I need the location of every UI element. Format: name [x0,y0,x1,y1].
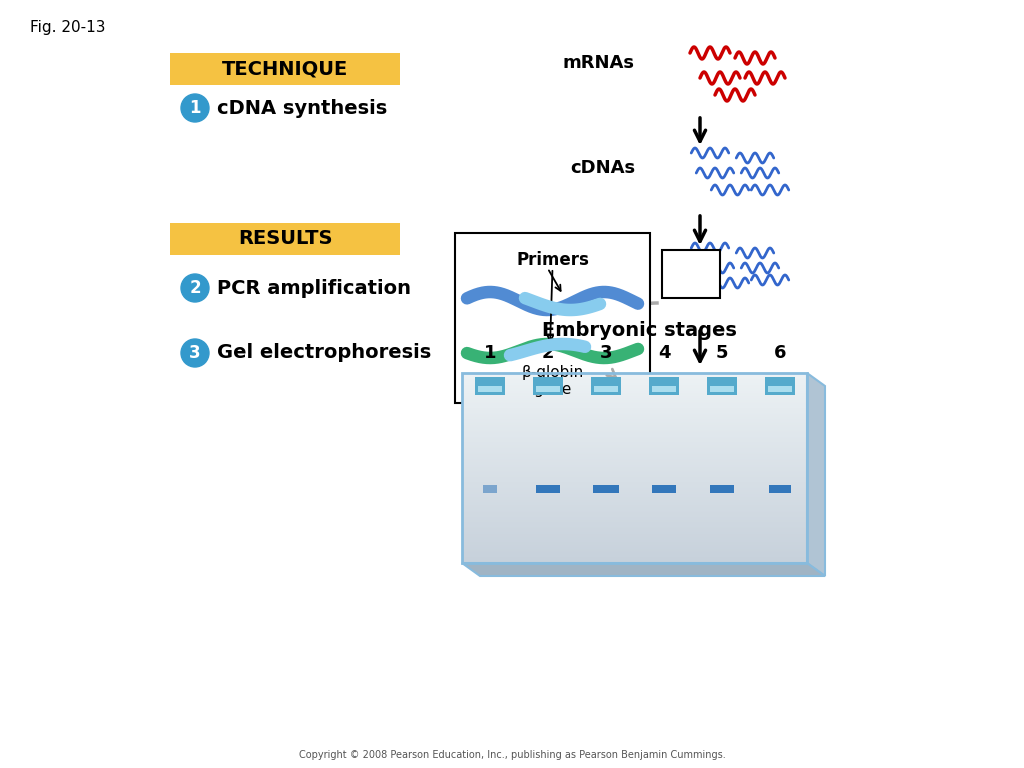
Bar [710,485,734,493]
Text: 2: 2 [189,279,201,297]
Bar [768,386,792,392]
Bar [462,373,807,563]
Bar [765,377,795,395]
Bar [652,485,676,493]
Bar [649,377,679,395]
Circle shape [181,339,209,367]
Text: TECHNIQUE: TECHNIQUE [222,59,348,78]
Text: 2: 2 [542,344,554,362]
Text: 3: 3 [600,344,612,362]
Text: RESULTS: RESULTS [238,230,332,249]
Text: β-globin
gene: β-globin gene [521,365,584,397]
Text: Primers: Primers [516,251,589,269]
Polygon shape [807,373,825,576]
Bar [170,223,400,255]
Text: PCR amplification: PCR amplification [217,279,411,297]
Text: 1: 1 [189,99,201,117]
Text: cDNAs: cDNAs [570,159,635,177]
Text: cDNA synthesis: cDNA synthesis [217,98,387,118]
Bar [478,386,502,392]
Bar [536,485,560,493]
Bar [170,53,400,85]
Bar [593,485,618,493]
Text: 4: 4 [657,344,671,362]
Text: Copyright © 2008 Pearson Education, Inc., publishing as Pearson Benjamin Cumming: Copyright © 2008 Pearson Education, Inc.… [299,750,725,760]
Bar [594,386,618,392]
Circle shape [181,274,209,302]
Bar [536,386,560,392]
Text: 1: 1 [483,344,497,362]
Text: 6: 6 [774,344,786,362]
Bar [455,233,650,403]
Text: Gel electrophoresis: Gel electrophoresis [217,343,431,362]
Text: Fig. 20-13: Fig. 20-13 [30,20,105,35]
Bar [483,485,497,493]
Text: 3: 3 [189,344,201,362]
Bar [591,377,621,395]
Circle shape [181,94,209,122]
Bar [534,377,563,395]
Text: 5: 5 [716,344,728,362]
Bar [707,377,737,395]
Text: Embryonic stages: Embryonic stages [542,322,737,340]
Bar [710,386,734,392]
Text: mRNAs: mRNAs [563,54,635,72]
Bar [652,386,676,392]
Polygon shape [462,563,825,576]
Bar [769,485,791,493]
Bar [475,377,505,395]
Bar [662,250,720,298]
